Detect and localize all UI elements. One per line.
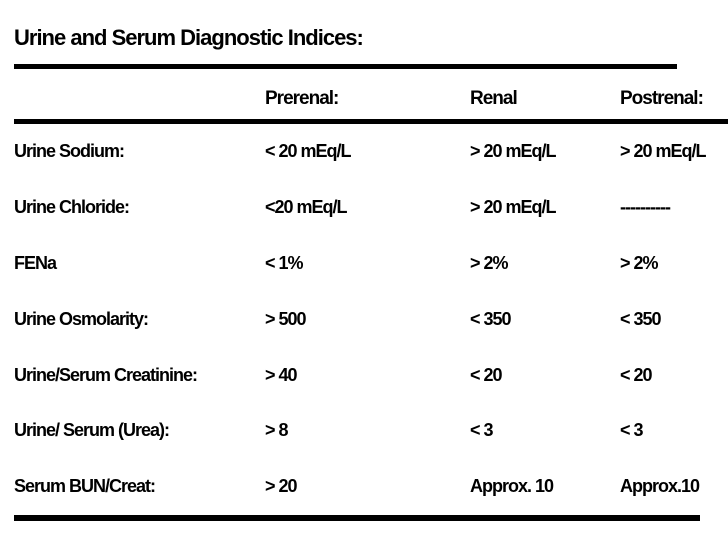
table-row-urine-osmolarity: Urine Osmolarity: > 500 < 350 < 350 [14,291,728,347]
row-label: Urine/Serum Creatinine: [14,364,198,385]
table-header-row: Prerenal: Renal Postrenal: [14,69,728,124]
row-label: Serum BUN/Creat: [14,476,156,497]
table-row-urine-sodium: Urine Sodium: < 20 mEq/L > 20 mEq/L > 20… [14,124,728,180]
postrenal-value: < 350 [620,308,662,329]
renal-value: < 3 [470,420,494,441]
renal-value: Approx. 10 [470,476,554,497]
column-header-postrenal: Postrenal: [620,88,704,109]
table-row-urine-serum-creatinine: Urine/Serum Creatinine: > 40 < 20 < 20 [14,347,728,403]
table-row-urine-serum-urea: Urine/ Serum (Urea): > 8 < 3 < 3 [14,403,728,459]
diagnostic-indices-table: Prerenal: Renal Postrenal: Urine Sodium:… [14,69,728,521]
postrenal-value: > 2% [620,252,659,273]
postrenal-value: Approx.10 [620,476,700,497]
renal-value: < 350 [470,308,512,329]
row-label: Urine/ Serum (Urea): [14,420,170,441]
row-label: Urine Chloride: [14,197,130,218]
postrenal-value: ---------- [620,197,671,218]
prerenal-value: > 40 [265,364,298,385]
page-title: Urine and Serum Diagnostic Indices: [14,26,677,69]
prerenal-value: > 8 [265,420,289,441]
table-row-serum-bun-creat: Serum BUN/Creat: > 20 Approx. 10 Approx.… [14,459,728,515]
row-label: FENa [14,252,57,273]
column-header-renal: Renal [470,88,518,109]
column-header-empty [14,110,265,119]
prerenal-value: < 1% [265,252,304,273]
postrenal-value: < 20 [620,364,653,385]
prerenal-value: < 20 mEq/L [265,141,352,162]
prerenal-value: > 500 [265,308,307,329]
row-label: Urine Osmolarity: [14,308,149,329]
table-bottom-rule [14,514,700,521]
renal-value: > 20 mEq/L [470,197,557,218]
prerenal-value: <20 mEq/L [265,197,348,218]
table-row-urine-chloride: Urine Chloride: <20 mEq/L > 20 mEq/L ---… [14,180,728,236]
postrenal-value: < 3 [620,420,644,441]
renal-value: > 2% [470,252,509,273]
column-header-prerenal: Prerenal: [265,88,339,109]
renal-value: > 20 mEq/L [470,141,557,162]
renal-value: < 20 [470,364,503,385]
row-label: Urine Sodium: [14,141,125,162]
prerenal-value: > 20 [265,476,298,497]
table-row-fena: FENa < 1% > 2% > 2% [14,236,728,292]
postrenal-value: > 20 mEq/L [620,141,707,162]
